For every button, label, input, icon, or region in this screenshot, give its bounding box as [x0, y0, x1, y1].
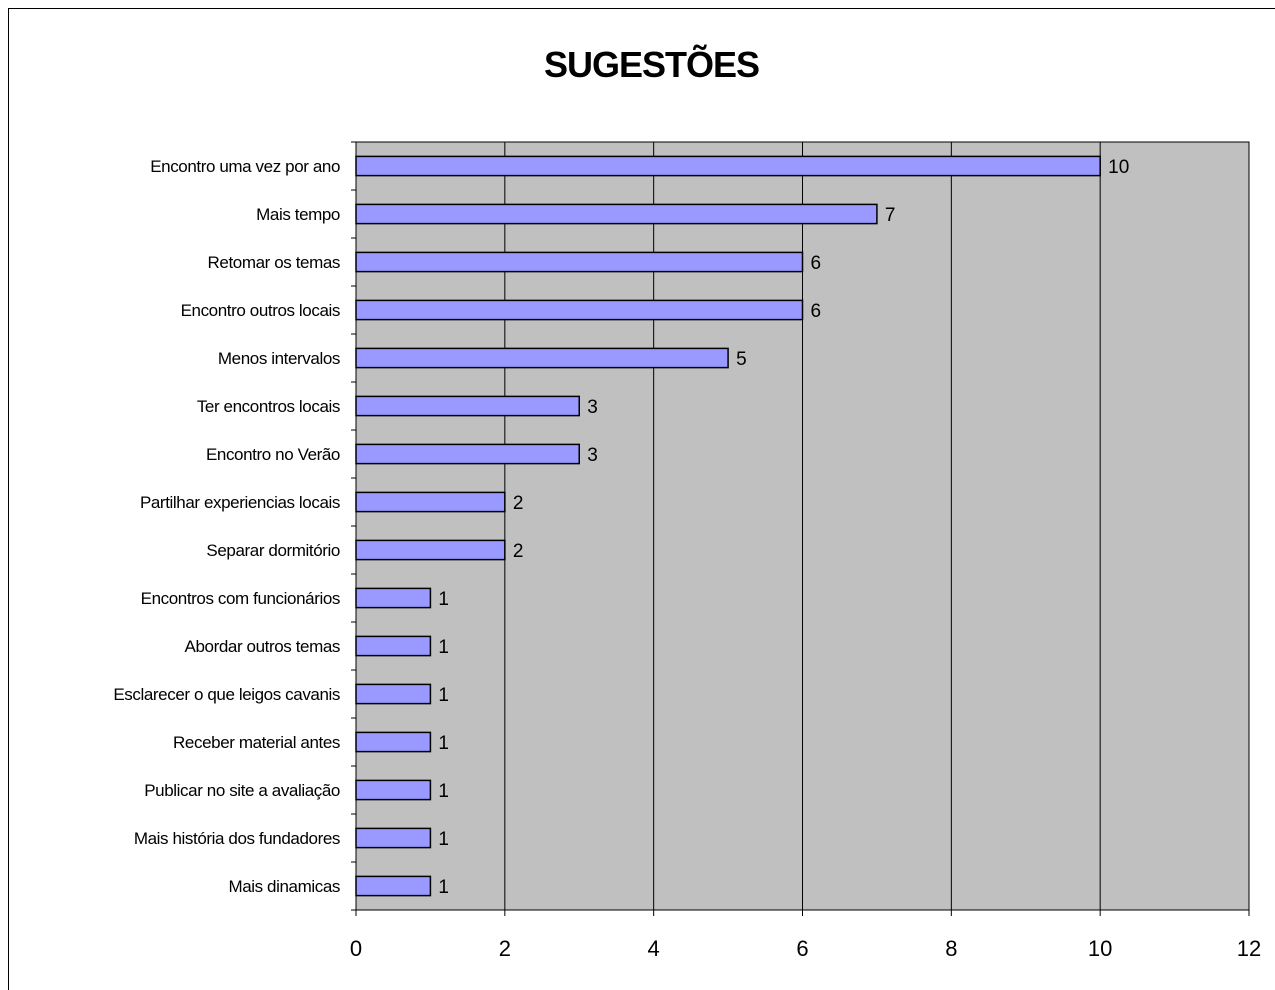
data-label: 10 — [1108, 157, 1129, 178]
category-label: Abordar outros temas — [185, 637, 340, 656]
bar — [355, 491, 506, 513]
bar — [355, 587, 432, 609]
bar — [355, 779, 432, 801]
data-label: 2 — [513, 541, 524, 562]
data-label: 5 — [736, 349, 747, 370]
x-tick-label: 10 — [1088, 936, 1112, 961]
category-label: Mais história dos fundadores — [134, 829, 340, 848]
category-label: Esclarecer o que leigos cavanis — [113, 685, 340, 704]
category-label: Encontros com funcionários — [141, 589, 340, 608]
category-label: Encontro outros locais — [181, 301, 340, 320]
x-tick-label: 4 — [648, 936, 660, 961]
bar — [355, 683, 432, 705]
bar — [355, 443, 580, 465]
bar — [355, 203, 878, 225]
category-label: Ter encontros locais — [197, 397, 340, 416]
category-label: Receber material antes — [173, 733, 340, 752]
data-label: 6 — [811, 301, 822, 322]
x-tick-label: 0 — [350, 936, 362, 961]
x-tick-label: 12 — [1237, 936, 1261, 961]
data-label: 1 — [438, 829, 449, 850]
category-label: Publicar no site a avaliação — [144, 781, 340, 800]
x-tick-label: 2 — [499, 936, 511, 961]
category-label: Encontro uma vez por ano — [150, 157, 340, 176]
bar — [355, 155, 1101, 177]
category-label: Encontro no Verão — [206, 445, 340, 464]
data-label: 7 — [885, 205, 896, 226]
category-label: Separar dormitório — [206, 541, 340, 560]
data-label: 3 — [587, 445, 598, 466]
data-label: 3 — [587, 397, 598, 418]
category-label: Menos intervalos — [218, 349, 340, 368]
chart-title: SUGESTÕES — [543, 44, 760, 85]
data-label: 1 — [438, 877, 449, 898]
bar — [355, 299, 804, 321]
category-label: Mais tempo — [256, 205, 340, 224]
data-label: 1 — [438, 685, 449, 706]
data-label: 2 — [513, 493, 524, 514]
bar — [355, 827, 432, 849]
bar — [355, 731, 432, 753]
data-label: 1 — [438, 733, 449, 754]
bar — [355, 875, 432, 897]
category-label: Partilhar experiencias locais — [140, 493, 340, 512]
data-label: 1 — [438, 781, 449, 802]
bar — [355, 251, 804, 273]
x-tick-label: 8 — [945, 936, 957, 961]
category-label: Mais dinamicas — [228, 877, 340, 896]
data-label: 6 — [811, 253, 822, 274]
category-label: Retomar os temas — [208, 253, 340, 272]
bar — [355, 347, 729, 369]
x-tick-label: 6 — [796, 936, 808, 961]
data-label: 1 — [438, 589, 449, 610]
bar — [355, 395, 580, 417]
data-label: 1 — [438, 637, 449, 658]
bar — [355, 635, 432, 657]
bar — [355, 539, 506, 561]
